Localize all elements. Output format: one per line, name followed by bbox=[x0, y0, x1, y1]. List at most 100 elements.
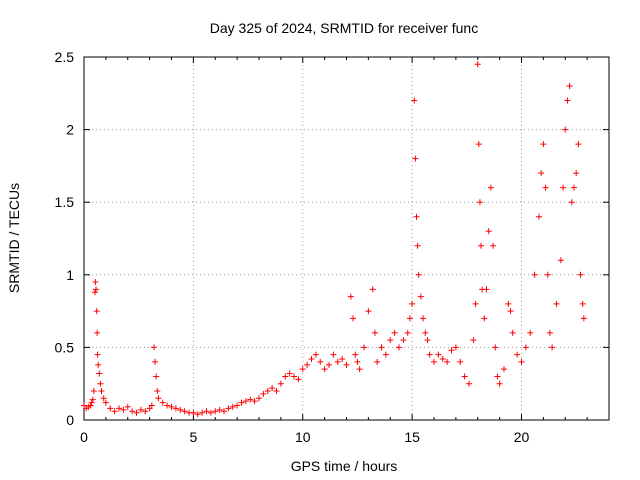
data-point bbox=[247, 396, 254, 403]
data-point bbox=[168, 403, 175, 410]
data-point bbox=[295, 376, 302, 383]
data-point bbox=[251, 398, 258, 405]
data-point bbox=[422, 329, 429, 336]
data-point bbox=[487, 184, 494, 191]
data-point bbox=[291, 373, 297, 380]
data-point bbox=[485, 228, 492, 235]
x-tick-label: 10 bbox=[295, 429, 311, 445]
data-point bbox=[439, 356, 446, 363]
data-point bbox=[522, 344, 529, 351]
data-point bbox=[234, 402, 241, 409]
data-point bbox=[151, 344, 157, 351]
data-point bbox=[321, 366, 328, 373]
data-point bbox=[269, 385, 276, 392]
data-point bbox=[387, 337, 394, 344]
data-point bbox=[478, 242, 485, 249]
data-point bbox=[350, 315, 357, 322]
data-point bbox=[94, 329, 101, 336]
data-point bbox=[330, 351, 337, 358]
data-point bbox=[562, 126, 569, 133]
y-tick-label: 0.5 bbox=[55, 339, 75, 355]
data-point bbox=[365, 308, 372, 315]
data-point bbox=[153, 373, 160, 380]
data-point bbox=[264, 387, 271, 394]
data-point bbox=[557, 257, 564, 264]
data-point bbox=[339, 356, 346, 363]
data-point bbox=[89, 396, 96, 403]
data-point bbox=[100, 395, 107, 402]
data-point bbox=[212, 408, 219, 415]
data-point bbox=[424, 337, 431, 344]
data-point bbox=[116, 405, 122, 412]
data-point bbox=[152, 358, 159, 365]
y-tick-label: 0 bbox=[66, 412, 74, 428]
data-point bbox=[481, 315, 488, 322]
data-point bbox=[229, 403, 236, 410]
y-tick-label: 1 bbox=[66, 267, 74, 283]
data-point bbox=[378, 344, 385, 351]
x-tick-label: 15 bbox=[404, 429, 420, 445]
data-point bbox=[111, 408, 118, 415]
data-point bbox=[312, 351, 319, 358]
data-point bbox=[352, 351, 359, 358]
data-point bbox=[505, 300, 512, 307]
data-point bbox=[560, 184, 567, 191]
data-point bbox=[483, 286, 490, 293]
data-point bbox=[527, 329, 534, 336]
data-point bbox=[93, 308, 100, 315]
data-point bbox=[221, 408, 227, 415]
data-point bbox=[518, 358, 525, 365]
data-point bbox=[470, 337, 477, 344]
data-point bbox=[371, 329, 378, 336]
data-point bbox=[238, 399, 245, 406]
data-point bbox=[137, 406, 144, 413]
data-point bbox=[577, 271, 584, 278]
x-axis-label: GPS time / hours bbox=[291, 458, 398, 474]
data-point bbox=[568, 199, 575, 206]
data-point bbox=[426, 351, 433, 358]
data-point bbox=[94, 351, 101, 358]
data-point bbox=[579, 300, 586, 307]
data-point bbox=[98, 387, 105, 394]
data-point bbox=[142, 408, 149, 415]
data-point bbox=[509, 329, 516, 336]
data-point bbox=[277, 380, 284, 387]
data-point bbox=[542, 184, 549, 191]
data-point bbox=[472, 300, 479, 307]
data-point bbox=[194, 411, 201, 418]
data-point bbox=[413, 213, 420, 220]
data-point bbox=[580, 315, 587, 322]
grid bbox=[84, 57, 609, 420]
data-point bbox=[490, 242, 497, 249]
data-point bbox=[256, 395, 262, 402]
data-point bbox=[501, 366, 507, 373]
data-point bbox=[382, 351, 389, 358]
data-point bbox=[414, 242, 421, 249]
data-point bbox=[575, 141, 582, 148]
data-point bbox=[90, 387, 97, 394]
data-point bbox=[461, 373, 468, 380]
ticks: 0 5 10 15 20 0 0.5 1 1.5 2 2.5 bbox=[55, 49, 610, 445]
data-point bbox=[317, 358, 324, 365]
data-point bbox=[538, 170, 545, 177]
x-tick-label: 5 bbox=[189, 429, 197, 445]
data-point bbox=[199, 409, 206, 416]
data-point bbox=[536, 213, 542, 220]
data-point bbox=[133, 409, 140, 416]
data-point bbox=[354, 358, 361, 365]
data-point bbox=[361, 344, 367, 351]
chart-title: Day 325 of 2024, SRMTID for receiver fun… bbox=[210, 20, 478, 36]
data-point bbox=[120, 406, 127, 413]
data-point bbox=[571, 184, 577, 191]
data-point bbox=[190, 409, 197, 416]
data-point bbox=[107, 405, 114, 412]
data-point bbox=[466, 380, 472, 387]
data-point bbox=[96, 370, 103, 377]
data-point bbox=[343, 361, 350, 368]
data-point bbox=[546, 329, 553, 336]
data-point bbox=[544, 271, 551, 278]
data-point bbox=[304, 361, 311, 368]
data-point bbox=[475, 141, 482, 148]
data-point bbox=[155, 395, 162, 402]
y-axis-label: SRMTID / TECUs bbox=[6, 183, 22, 293]
